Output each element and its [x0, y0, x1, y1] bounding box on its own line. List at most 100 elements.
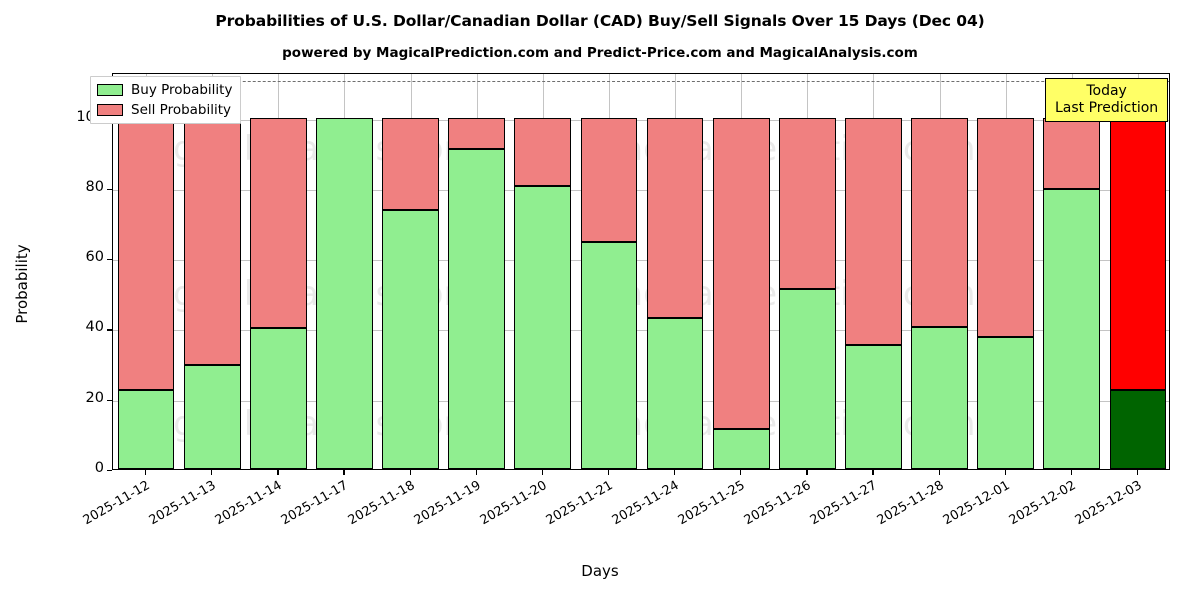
- bar-group-2025-11-20[interactable]: [514, 72, 572, 469]
- bar-segment-sell-2025-11-24[interactable]: [646, 117, 704, 318]
- bar-segment-sell-2025-12-02[interactable]: [1043, 117, 1101, 190]
- bar-segment-sell-2025-11-28[interactable]: [911, 117, 968, 327]
- y-tick-mark-20: [107, 399, 112, 401]
- x-tick-mark-2025-11-21: [607, 470, 610, 475]
- legend-swatch-buy-icon: [97, 84, 123, 96]
- bars-layer: [113, 74, 1169, 469]
- bar-group-2025-11-19[interactable]: [448, 72, 506, 469]
- chart-legend: Buy Probability Sell Probability: [90, 76, 242, 124]
- gridline-y-40: [113, 330, 1169, 332]
- bar-segment-buy-2025-12-02[interactable]: [1043, 189, 1101, 469]
- bar-segment-buy-2025-11-13[interactable]: [183, 365, 241, 469]
- bar-segment-buy-2025-11-24[interactable]: [646, 317, 704, 469]
- bar-group-2025-11-14[interactable]: [249, 72, 307, 469]
- bar-group-2025-11-25[interactable]: [712, 72, 770, 469]
- x-tick-label-2025-11-27: 2025-11-27: [808, 478, 880, 529]
- legend-item-buy[interactable]: Buy Probability: [97, 82, 232, 98]
- plot-inner: MagicalAnalysis.comMagicalAnalysis.comMa…: [113, 74, 1169, 469]
- legend-item-sell[interactable]: Sell Probability: [97, 102, 232, 118]
- bar-segment-buy-2025-11-21[interactable]: [580, 242, 638, 469]
- today-line-2: Last Prediction: [1055, 100, 1159, 117]
- bar-segment-sell-2025-11-25[interactable]: [712, 117, 770, 429]
- bar-segment-buy-2025-12-03[interactable]: [1109, 389, 1167, 469]
- bar-segment-buy-2025-11-20[interactable]: [514, 186, 572, 469]
- x-tick-label-2025-11-21: 2025-11-21: [543, 478, 616, 529]
- x-tick-mark-2025-12-03: [1136, 470, 1139, 475]
- bar-segment-sell-2025-12-01[interactable]: [977, 117, 1035, 338]
- legend-swatch-sell-icon: [97, 104, 123, 116]
- y-tick-label-0: 0: [94, 460, 104, 476]
- x-tick-label-2025-11-17: 2025-11-17: [279, 478, 351, 529]
- x-tick-mark-2025-12-02: [1070, 470, 1072, 475]
- bar-segment-sell-2025-11-12[interactable]: [117, 117, 175, 390]
- chart-subtitle: powered by MagicalPrediction.com and Pre…: [282, 45, 918, 61]
- bar-segment-sell-2025-11-13[interactable]: [183, 117, 241, 366]
- y-tick-mark-80: [107, 188, 112, 191]
- bar-group-2025-12-03[interactable]: [1109, 72, 1167, 469]
- chart-title: Probabilities of U.S. Dollar/Canadian Do…: [215, 12, 985, 30]
- x-tick-mark-2025-11-14: [277, 470, 279, 475]
- bar-segment-sell-2025-11-14[interactable]: [249, 117, 307, 328]
- x-tick-mark-2025-12-01: [1004, 470, 1006, 475]
- bar-segment-sell-2025-11-18[interactable]: [382, 117, 439, 211]
- bar-segment-buy-2025-11-25[interactable]: [712, 428, 770, 469]
- bar-group-2025-11-24[interactable]: [646, 72, 704, 469]
- bar-segment-buy-2025-11-18[interactable]: [382, 210, 439, 469]
- x-tick-mark-2025-11-20: [541, 470, 543, 475]
- bar-group-2025-11-21[interactable]: [580, 72, 638, 469]
- bar-segment-buy-2025-11-26[interactable]: [778, 289, 836, 469]
- x-tick-label-2025-11-12: 2025-11-12: [80, 478, 153, 529]
- today-line-1: Today: [1086, 83, 1127, 99]
- bar-group-2025-11-28[interactable]: [911, 72, 968, 469]
- x-tick-mark-2025-11-17: [343, 470, 345, 475]
- x-tick-mark-2025-11-12: [145, 470, 147, 475]
- legend-label-buy: Buy Probability: [131, 82, 233, 98]
- bar-segment-buy-2025-11-12[interactable]: [117, 389, 175, 469]
- x-axis-label: Days: [581, 562, 619, 580]
- legend-label-sell: Sell Probability: [131, 102, 232, 118]
- bar-group-2025-11-13[interactable]: [183, 72, 241, 469]
- bar-segment-buy-2025-11-19[interactable]: [448, 149, 506, 469]
- bar-segment-sell-2025-11-19[interactable]: [448, 117, 506, 150]
- x-tick-label-2025-11-13: 2025-11-13: [146, 478, 219, 529]
- bar-segment-sell-2025-11-20[interactable]: [514, 117, 572, 187]
- bar-group-2025-11-17[interactable]: [316, 72, 373, 469]
- bar-segment-buy-2025-11-17[interactable]: [316, 117, 373, 469]
- y-tick-label-80: 80: [85, 178, 104, 195]
- gridline-y-80: [113, 189, 1169, 191]
- x-tick-mark-2025-11-28: [938, 470, 940, 475]
- plot-area: MagicalAnalysis.comMagicalAnalysis.comMa…: [112, 73, 1170, 470]
- bar-segment-buy-2025-12-01[interactable]: [977, 337, 1035, 469]
- bar-group-2025-12-01[interactable]: [977, 72, 1035, 469]
- y-tick-label-20: 20: [85, 389, 104, 406]
- x-tick-mark-2025-11-27: [872, 470, 874, 475]
- bar-segment-buy-2025-11-28[interactable]: [911, 326, 968, 469]
- bar-segment-buy-2025-11-27[interactable]: [845, 344, 902, 469]
- x-tick-mark-2025-11-19: [475, 470, 477, 475]
- bar-segment-buy-2025-11-14[interactable]: [249, 327, 307, 469]
- bar-group-2025-11-18[interactable]: [382, 72, 439, 469]
- gridline-y-100: [113, 119, 1169, 121]
- y-tick-mark-60: [107, 259, 112, 261]
- y-tick-mark-40: [107, 329, 112, 331]
- y-axis-label: Probability: [13, 244, 31, 324]
- gridline-y-20: [113, 400, 1169, 402]
- reference-dashed-line: [113, 81, 1169, 83]
- bar-segment-sell-2025-11-21[interactable]: [580, 117, 638, 243]
- y-tick-mark-0: [107, 470, 112, 472]
- y-tick-label-40: 40: [85, 319, 104, 336]
- bar-group-2025-11-26[interactable]: [778, 72, 836, 469]
- x-tick-label-2025-12-02: 2025-12-02: [1006, 478, 1079, 529]
- bar-segment-sell-2025-11-27[interactable]: [845, 117, 902, 345]
- bar-group-2025-11-12[interactable]: [117, 72, 175, 469]
- x-tick-mark-2025-11-24: [674, 470, 676, 475]
- x-tick-label-2025-11-25: 2025-11-25: [675, 478, 748, 529]
- bar-segment-sell-2025-12-03[interactable]: [1109, 117, 1167, 390]
- bar-segment-sell-2025-11-26[interactable]: [778, 117, 836, 290]
- x-tick-label-2025-12-01: 2025-12-01: [940, 478, 1013, 529]
- bar-group-2025-11-27[interactable]: [845, 72, 902, 469]
- today-annotation: Today Last Prediction: [1045, 78, 1169, 123]
- y-tick-label-60: 60: [85, 249, 104, 266]
- bar-group-2025-12-02[interactable]: [1043, 72, 1101, 469]
